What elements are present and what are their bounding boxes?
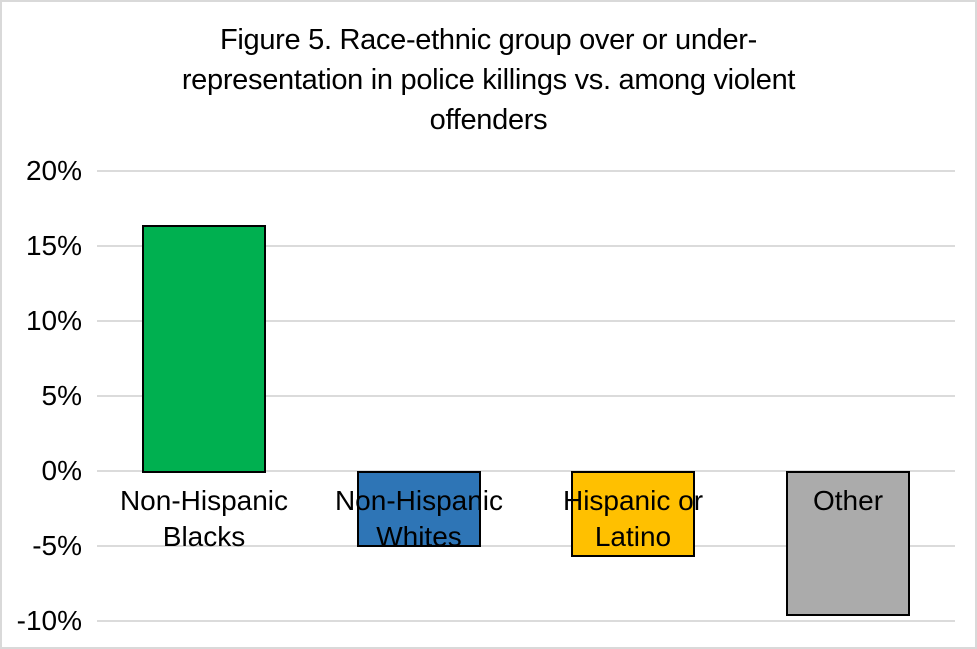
chart-title: Figure 5. Race-ethnic group over or unde…: [2, 20, 975, 140]
chart-title-line-3: offenders: [429, 104, 548, 136]
y-axis-tick-label-5: -5%: [32, 530, 82, 561]
bar-non-hispanic-blacks: [142, 225, 266, 473]
category-label-line: Whites: [376, 521, 462, 552]
y-axis-tick-label-10: -10%: [16, 605, 82, 636]
chart-title-line-1: Figure 5. Race-ethnic group over or unde…: [219, 24, 758, 56]
x-axis-category-label-non-hispanic-whites: Non-Hispanic Whites: [304, 483, 534, 555]
category-label-line: Hispanic or: [562, 485, 704, 516]
y-axis-tick-label-10: 10%: [25, 305, 82, 336]
gridline-0: [97, 470, 955, 472]
chart-title-line-2: representation in police killings vs. am…: [181, 64, 796, 96]
gridline-15: [97, 245, 955, 247]
category-label-line: Other: [812, 485, 884, 516]
x-axis-category-label-hispanic-or-latino: Hispanic or Latino: [518, 483, 748, 555]
gridline-20: [97, 170, 955, 172]
category-label-line: Non-Hispanic: [119, 485, 289, 516]
category-label-line: Blacks: [162, 521, 246, 552]
bar-hispanic-or-latino: [571, 471, 695, 557]
bar-non-hispanic-whites: [357, 471, 481, 547]
y-axis-tick-label-0: 0%: [41, 455, 82, 486]
y-axis-tick-label-20: 20%: [25, 155, 82, 186]
category-label-line: Non-Hispanic: [334, 485, 504, 516]
y-axis-tick-label-5: 5%: [41, 380, 82, 411]
x-axis-category-label-non-hispanic-blacks: Non-Hispanic Blacks: [89, 483, 319, 555]
gridline-10: [97, 620, 955, 622]
gridline-5: [97, 395, 955, 397]
x-axis-category-label-other: Other: [733, 483, 963, 519]
gridline-10: [97, 320, 955, 322]
gridline-5: [97, 545, 955, 547]
bar-other: [786, 471, 910, 616]
category-label-line: Latino: [594, 521, 672, 552]
y-axis-tick-label-15: 15%: [25, 230, 82, 261]
